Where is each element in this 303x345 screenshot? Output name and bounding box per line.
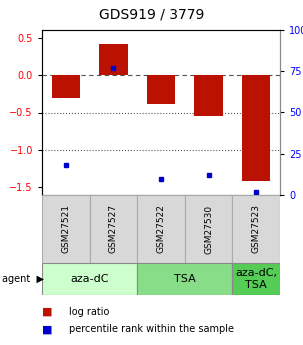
Text: log ratio: log ratio [69,307,110,317]
Bar [194,75,223,116]
Bar [137,263,232,295]
Bar [42,263,137,295]
Text: percentile rank within the sample: percentile rank within the sample [69,324,234,334]
Text: GSM27521: GSM27521 [61,205,70,254]
Text: ■: ■ [42,307,52,317]
Bar [99,43,128,75]
Text: GSM27523: GSM27523 [252,205,261,254]
Bar [185,195,232,263]
Bar [42,195,90,263]
Text: aza-dC,
TSA: aza-dC, TSA [235,268,277,290]
Text: GSM27522: GSM27522 [157,205,165,254]
Text: GDS919 / 3779: GDS919 / 3779 [99,8,204,22]
Bar [232,263,280,295]
Bar [242,75,271,181]
Text: TSA: TSA [174,274,196,284]
Bar [52,75,80,98]
Bar [232,195,280,263]
Bar [90,195,137,263]
Text: aza-dC: aza-dC [70,274,109,284]
Text: GSM27527: GSM27527 [109,205,118,254]
Bar [147,75,175,104]
Bar [137,195,185,263]
Text: GSM27530: GSM27530 [204,205,213,254]
Text: agent  ▶: agent ▶ [2,274,44,284]
Text: ■: ■ [42,324,52,334]
